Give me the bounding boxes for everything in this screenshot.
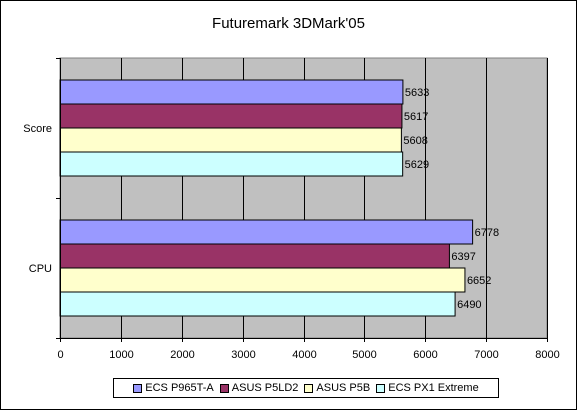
data-label-score-series-2: 5617 (404, 111, 428, 123)
x-tick-label-3: 3000 (231, 349, 255, 361)
x-tick-label-8: 8000 (535, 349, 559, 361)
x-tick-label-7: 7000 (474, 349, 498, 361)
x-tick-label-6: 6000 (413, 349, 437, 361)
legend-item-series-2: ASUS P5LD2 (219, 382, 299, 394)
data-label-score-series-1: 5633 (405, 87, 429, 99)
data-label-cpu-series-3: 6652 (467, 275, 491, 287)
legend-swatch-series-2 (219, 383, 229, 393)
bar-score-series-4 (59, 151, 404, 177)
legend-label-series-4: ECS PX1 Extreme (388, 382, 479, 394)
data-label-score-series-3: 5608 (403, 135, 427, 147)
legend-label-series-2: ASUS P5LD2 (231, 382, 299, 394)
x-tick-label-5: 5000 (352, 349, 376, 361)
legend-label-series-3: ASUS P5B (316, 382, 371, 394)
bar-cpu-series-3 (59, 267, 466, 293)
x-tick-label-1: 1000 (109, 349, 133, 361)
legend-item-series-3: ASUS P5B (304, 382, 370, 394)
legend-swatch-series-3 (304, 383, 314, 393)
x-tick-label-4: 4000 (292, 349, 316, 361)
chart-title: Futuremark 3DMark'05 (212, 15, 365, 32)
legend-item-series-1: ECS P965T-A (133, 382, 214, 394)
bar-cpu-series-2 (59, 243, 450, 269)
x-tick-label-0: 0 (57, 349, 63, 361)
legend-swatch-series-1 (133, 383, 143, 393)
data-label-cpu-series-1: 6778 (475, 227, 499, 239)
bar-cpu-series-1 (59, 219, 474, 245)
category-label-score: Score (23, 123, 52, 135)
bar-score-series-2 (59, 103, 403, 129)
chart-legend: ECS P965T-A ASUS P5LD2 ASUS P5B ECS PX1 … (113, 378, 499, 398)
legend-label-series-1: ECS P965T-A (145, 382, 214, 394)
data-label-score-series-4: 5629 (405, 159, 429, 171)
legend-item-series-4: ECS PX1 Extreme (376, 382, 479, 394)
bar-cpu-series-4 (59, 291, 456, 317)
category-label-cpu: CPU (29, 263, 52, 275)
x-tick-label-2: 2000 (170, 349, 194, 361)
bar-score-series-3 (59, 127, 402, 153)
bar-score-series-1 (59, 79, 404, 105)
data-label-cpu-series-4: 6490 (457, 299, 481, 311)
data-label-cpu-series-2: 6397 (451, 251, 475, 263)
legend-swatch-series-4 (376, 383, 386, 393)
